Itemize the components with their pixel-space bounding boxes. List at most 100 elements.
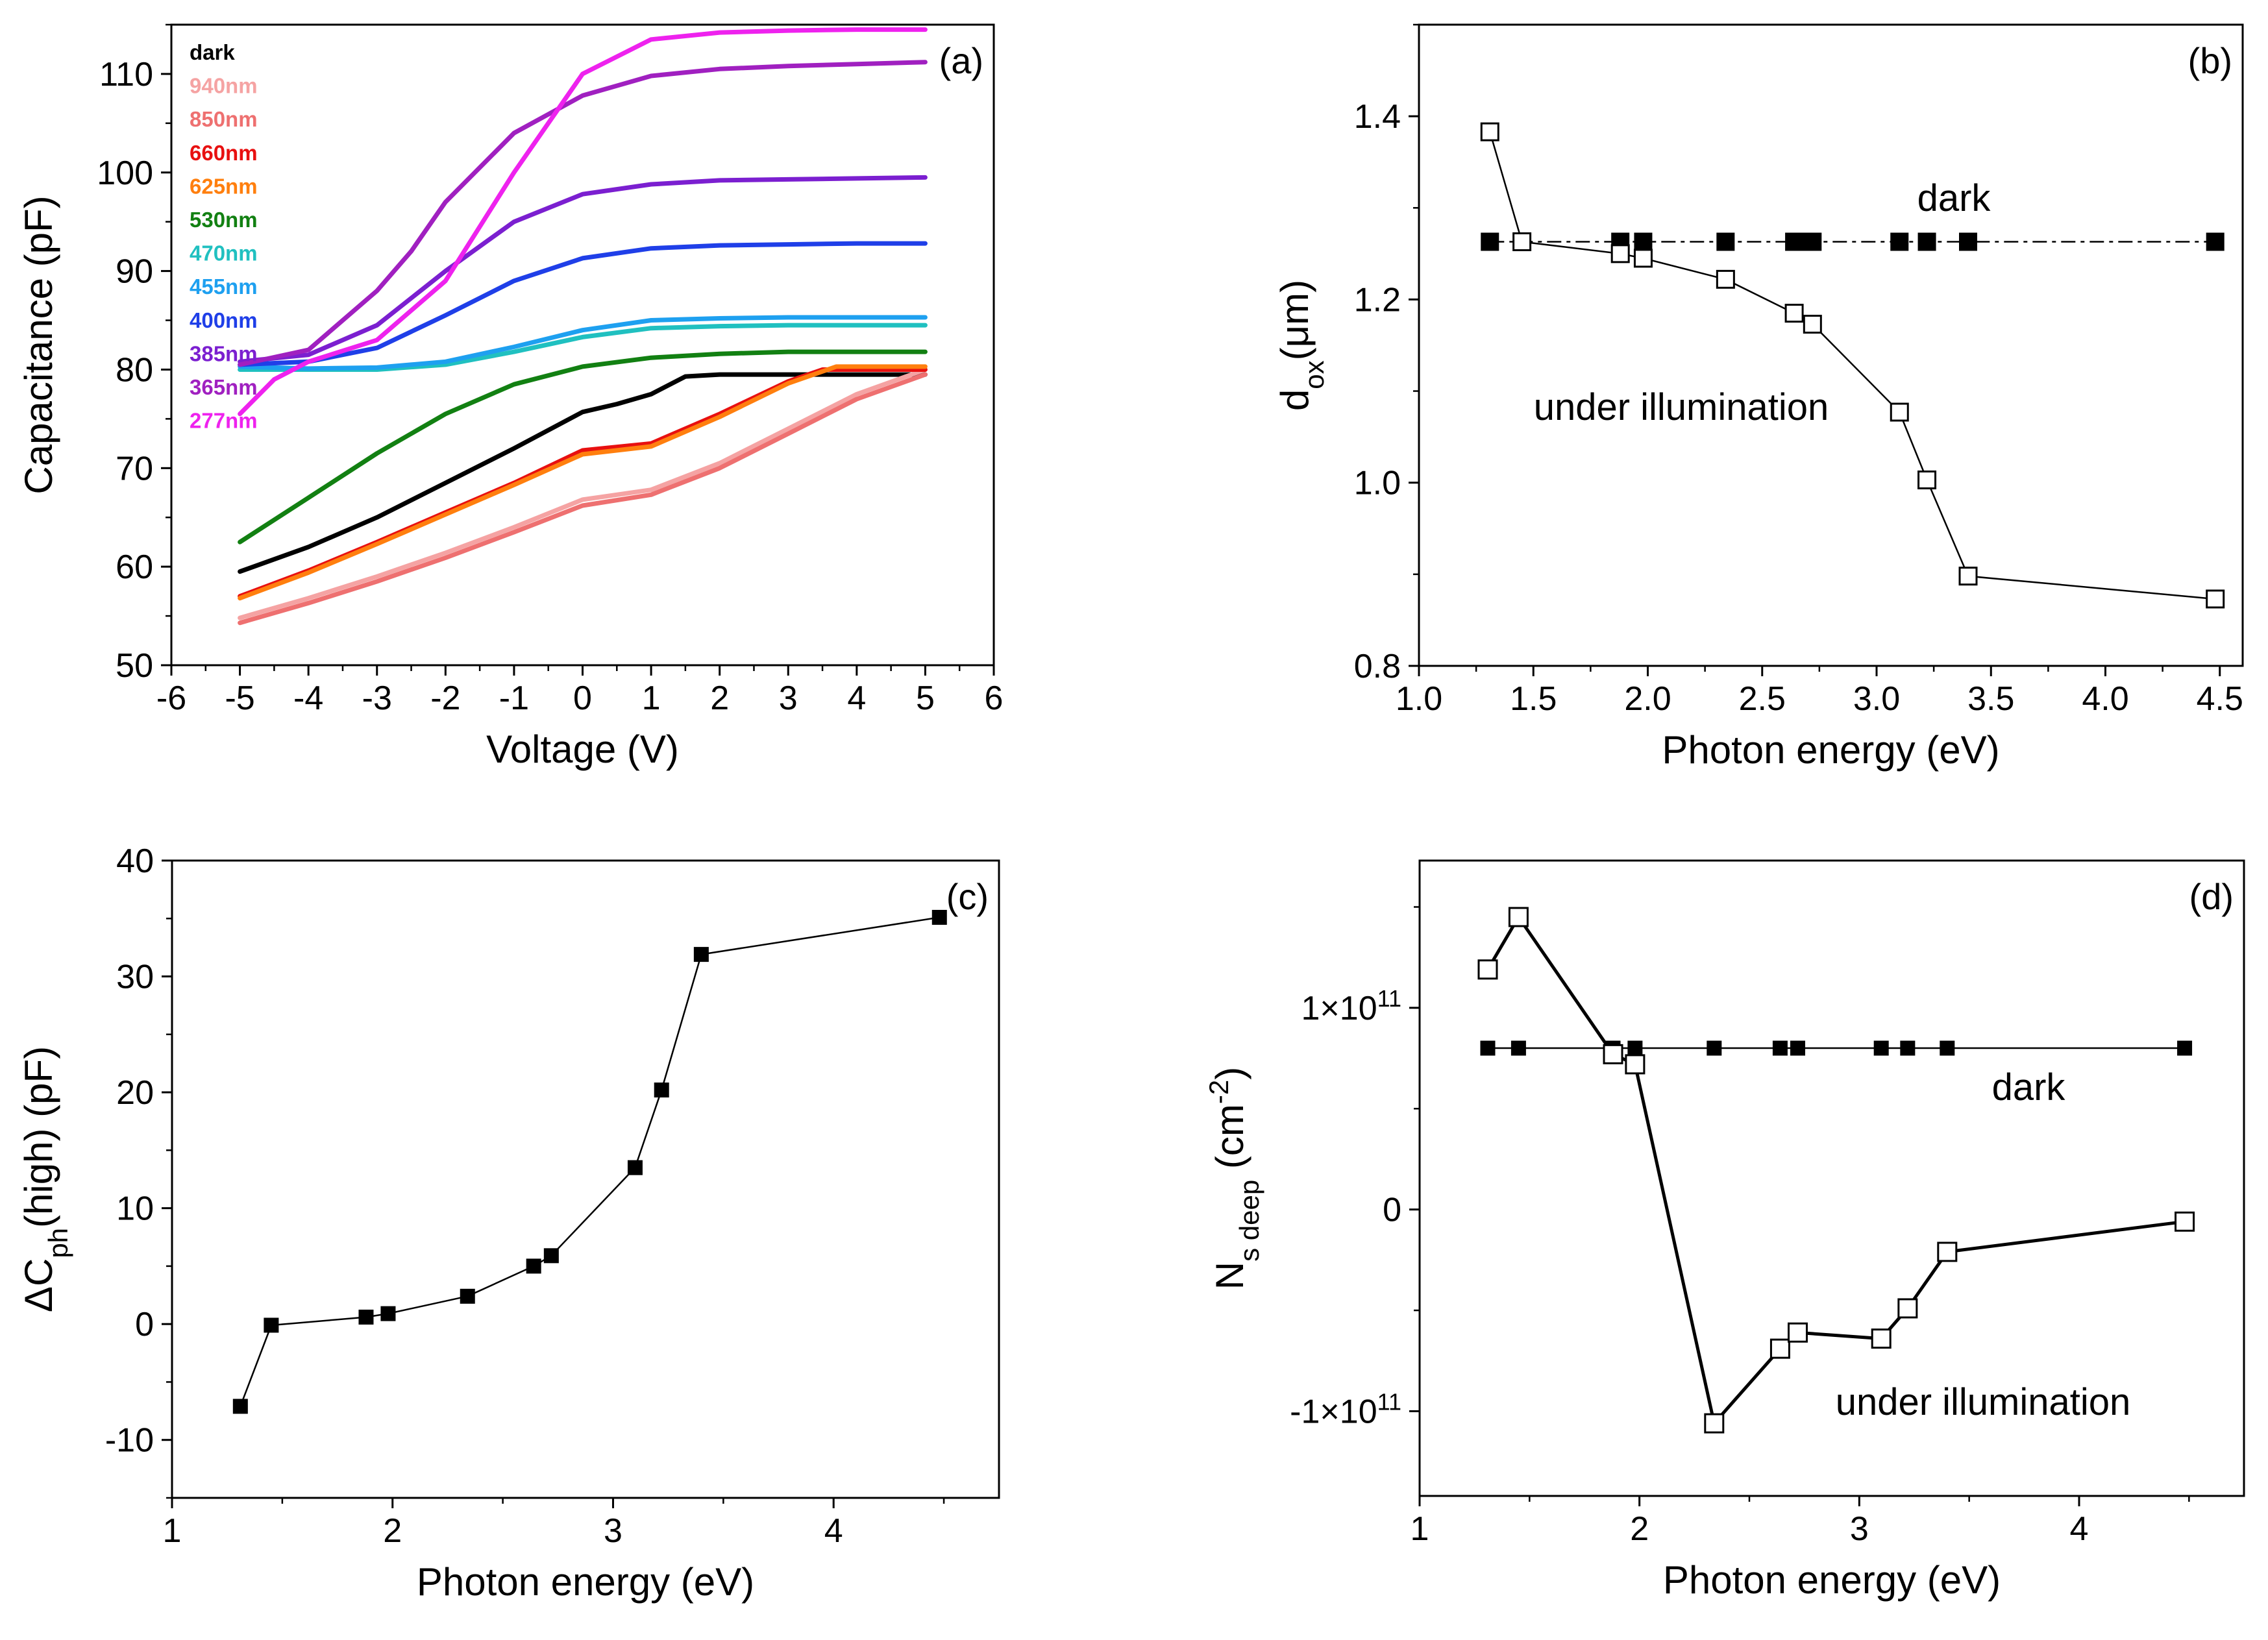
x-tick-label: 4 [847, 679, 866, 717]
x-tick-label: -2 [430, 679, 460, 717]
delta-c-marker [654, 1083, 669, 1098]
legend-entry-625nm: 625nm [190, 174, 258, 198]
dark-marker [1917, 232, 1936, 251]
annotation-illumination: under illumination [1836, 1381, 2131, 1423]
x-tick-label: 4 [2070, 1510, 2089, 1548]
illumination-marker [1784, 304, 1804, 323]
x-axis-label: Photon energy (eV) [1663, 1558, 2001, 1602]
legend-entry-470nm: 470nm [190, 241, 258, 265]
illumination-marker [1704, 1413, 1725, 1434]
x-tick-label: 2 [383, 1512, 402, 1550]
panel-tag: (c) [946, 876, 989, 917]
legend-entry-530nm: 530nm [190, 208, 258, 232]
dark-marker [1707, 1040, 1722, 1056]
x-axis-label: Photon energy (eV) [417, 1560, 754, 1604]
delta-c-marker [232, 1399, 248, 1414]
illumination-marker [1512, 232, 1532, 252]
legend-entry-dark: dark [190, 40, 235, 64]
cv-curve-400nm [238, 241, 928, 367]
y-tick-label: 40 [116, 842, 154, 880]
y-tick-label: 20 [116, 1074, 154, 1112]
illumination-marker [1716, 269, 1735, 289]
dark-marker [1803, 232, 1822, 251]
x-tick-label: 4.0 [2082, 680, 2128, 718]
x-tick-label: 1 [642, 679, 661, 717]
delta-c-marker [460, 1288, 475, 1304]
plot-frame [170, 23, 995, 667]
delta-c-marker [693, 947, 709, 962]
x-tick-label: 5 [916, 679, 935, 717]
illumination-marker [1871, 1328, 1892, 1349]
y-tick-label: 70 [116, 450, 153, 487]
x-tick-label: 2 [1630, 1510, 1649, 1548]
x-tick-label: 1.0 [1396, 680, 1442, 718]
y-tick-label: 80 [116, 351, 153, 389]
x-tick-label: 1 [1411, 1510, 1429, 1548]
illumination-marker [1803, 315, 1822, 334]
dark-marker [2206, 232, 2225, 251]
legend-entry-660nm: 660nm [190, 141, 258, 165]
dark-marker [1940, 1040, 1955, 1056]
y-axis-label: ΔCph(high) (pF) [17, 1046, 73, 1312]
illumination-marker [1788, 1322, 1808, 1343]
dark-marker [1873, 1040, 1889, 1056]
illumination-marker [2175, 1211, 2195, 1232]
dark-marker [1716, 232, 1735, 251]
x-tick-label: 3 [779, 679, 798, 717]
x-tick-label: 1.5 [1510, 680, 1557, 718]
y-tick-label: 60 [116, 548, 153, 586]
panel-tag: (a) [939, 40, 983, 81]
legend-entry-365nm: 365nm [190, 375, 258, 399]
plot-frame [1418, 859, 2245, 1497]
y-tick-label: 0 [1383, 1192, 1401, 1229]
dark-marker [1890, 232, 1909, 251]
y-axis-label: Capacitance (pF) [17, 195, 60, 494]
dark-marker [1481, 232, 1499, 251]
illumination-marker [1625, 1054, 1646, 1075]
dark-marker [1627, 1040, 1643, 1056]
y-tick-label: 1.2 [1354, 281, 1401, 319]
illumination-marker [1917, 470, 1937, 489]
delta-c-marker [526, 1258, 541, 1274]
x-tick-label: 0 [573, 679, 592, 717]
dark-marker [1900, 1040, 1916, 1056]
cv-curve-530nm [238, 349, 928, 545]
y-tick-label: 1.4 [1354, 98, 1401, 136]
legend-entry-385nm: 385nm [190, 341, 258, 365]
cv-curve-385nm [238, 175, 928, 364]
cv-curve-dark [238, 372, 928, 574]
illumination-marker [2206, 589, 2225, 609]
dark-marker [1480, 1040, 1496, 1056]
y-tick-label: 1×1011 [1301, 985, 1401, 1027]
dark-marker [2177, 1040, 2193, 1056]
x-tick-label: -3 [362, 679, 392, 717]
x-tick-label: 2 [710, 679, 729, 717]
legend-entry-850nm: 850nm [190, 107, 258, 131]
delta-c-marker [358, 1309, 374, 1325]
dark-marker [1634, 232, 1653, 251]
dark-marker [1772, 1040, 1788, 1056]
legend-entry-400nm: 400nm [190, 308, 258, 332]
dark-marker [1959, 232, 1977, 251]
cv-curve-850nm [238, 372, 928, 626]
x-tick-label: 2.5 [1739, 680, 1786, 718]
panel-tag: (b) [2188, 40, 2232, 81]
y-tick-label: -1×1011 [1290, 1388, 1401, 1431]
dark-marker [1790, 1040, 1806, 1056]
delta-c-marker [380, 1306, 396, 1321]
x-tick-label: 3 [1850, 1510, 1869, 1548]
x-tick-label: -4 [293, 679, 323, 717]
x-axis-label: Photon energy (eV) [1662, 728, 1999, 772]
panel-d-deep-state-density: 1 2 3 4 1×1011 0 -1×1011 Photon energy (eV) Ns d… [1203, 859, 2245, 1602]
x-tick-label: -1 [499, 679, 529, 717]
annotation-illumination: under illumination [1534, 386, 1829, 428]
legend-entry-277nm: 277nm [190, 409, 258, 433]
illumination-marker [1890, 402, 1909, 422]
panel-c-delta-capacitance: 1 2 3 4 -10 0 10 20 30 40 Photon energy (eV) ΔCph(h… [17, 842, 1000, 1604]
x-tick-label: -6 [156, 679, 186, 717]
y-tick-label: 110 [99, 56, 153, 93]
x-tick-label: 1 [163, 1512, 182, 1550]
illumination-marker [1897, 1298, 1918, 1319]
y-tick-label: 0 [135, 1306, 154, 1343]
